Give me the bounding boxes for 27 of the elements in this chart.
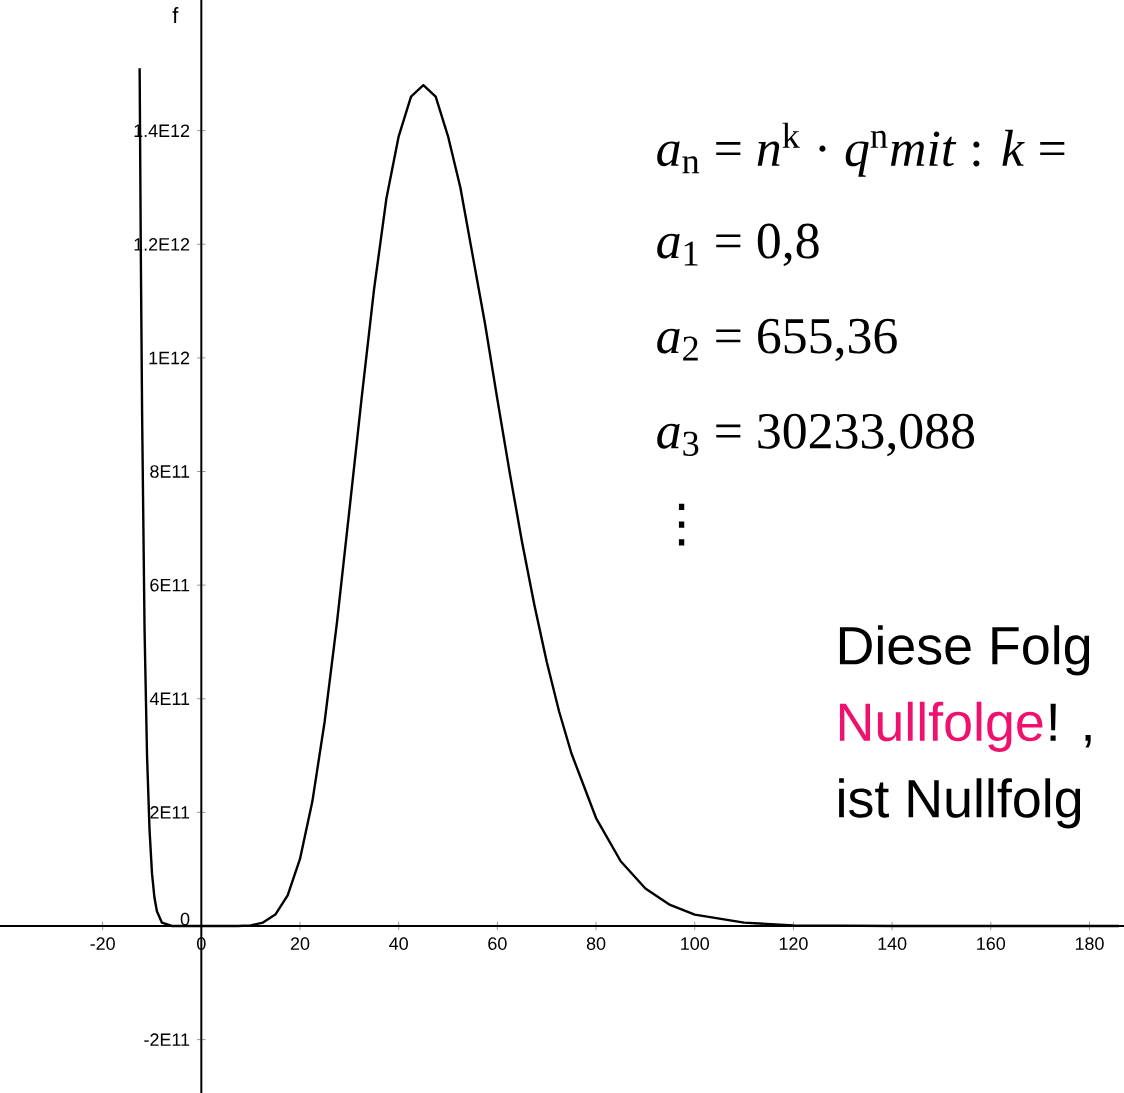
- y-tick-label: -2E11: [144, 1033, 190, 1046]
- text: a$_{n}$ = n$^{k}$ · q$^{n}$mit : k =: [657, 122, 1065, 177]
- y-axis-title: f: [172, 7, 179, 23]
- annotation: Diese Folg: [839, 625, 1090, 676]
- x-tick-label: 80: [586, 937, 606, 950]
- x-tick-label: 140: [878, 937, 907, 950]
- y-tick-label: 1E12: [149, 351, 190, 365]
- x-tick-label: 100: [681, 937, 709, 950]
- x-tick-label: -20: [90, 937, 115, 950]
- x-tick-label: 20: [290, 937, 310, 950]
- x-tick-label: 180: [1075, 937, 1104, 950]
- x-tick-label: 160: [977, 937, 1006, 950]
- y-tick-label: 6E11: [150, 578, 190, 592]
- annotation: ! ,: [1050, 703, 1091, 748]
- annotation: ist Nullfolg: [839, 778, 1081, 829]
- annotation: Nullfolge: [839, 701, 1043, 752]
- annotation: a$_{2}$ = 655,36: [657, 318, 897, 362]
- y-tick-label: 2E11: [150, 806, 190, 819]
- annotation: a$_{3}$ = 30233,088: [657, 413, 975, 457]
- x-tick-label: 120: [779, 937, 808, 950]
- x-tick-label: 40: [389, 937, 408, 950]
- annotation: a$_{1}$ = 0,8: [657, 223, 819, 267]
- y-tick-label: 0: [180, 912, 190, 926]
- x-tick-label: 60: [488, 937, 507, 950]
- y-tick-label: 4E11: [149, 692, 190, 705]
- annotation: ⋮: [678, 503, 685, 546]
- y-tick-label: 8E11: [150, 465, 190, 478]
